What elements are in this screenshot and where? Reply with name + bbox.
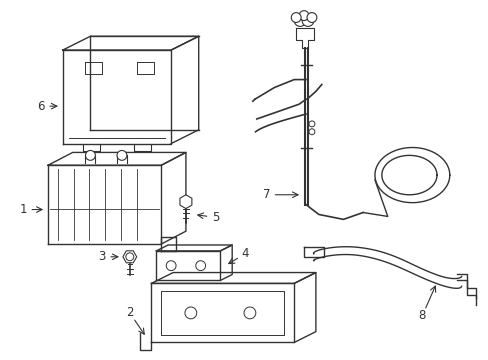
Circle shape bbox=[308, 129, 314, 135]
Circle shape bbox=[166, 261, 176, 271]
Circle shape bbox=[117, 150, 126, 160]
Circle shape bbox=[302, 15, 313, 26]
Circle shape bbox=[306, 13, 316, 22]
Text: 7: 7 bbox=[263, 188, 270, 201]
Circle shape bbox=[294, 15, 305, 26]
Circle shape bbox=[195, 261, 205, 271]
Text: 2: 2 bbox=[126, 306, 133, 319]
Polygon shape bbox=[122, 251, 137, 263]
Text: 4: 4 bbox=[241, 247, 248, 260]
Circle shape bbox=[85, 150, 95, 160]
Text: 1: 1 bbox=[20, 203, 27, 216]
Circle shape bbox=[291, 13, 301, 22]
Text: 6: 6 bbox=[38, 100, 45, 113]
Circle shape bbox=[299, 11, 308, 21]
Circle shape bbox=[125, 253, 133, 261]
Circle shape bbox=[244, 307, 255, 319]
Text: 3: 3 bbox=[99, 250, 106, 263]
Polygon shape bbox=[180, 195, 191, 208]
Text: 8: 8 bbox=[418, 309, 425, 322]
Circle shape bbox=[308, 121, 314, 127]
Circle shape bbox=[184, 307, 196, 319]
Text: 5: 5 bbox=[211, 211, 219, 224]
